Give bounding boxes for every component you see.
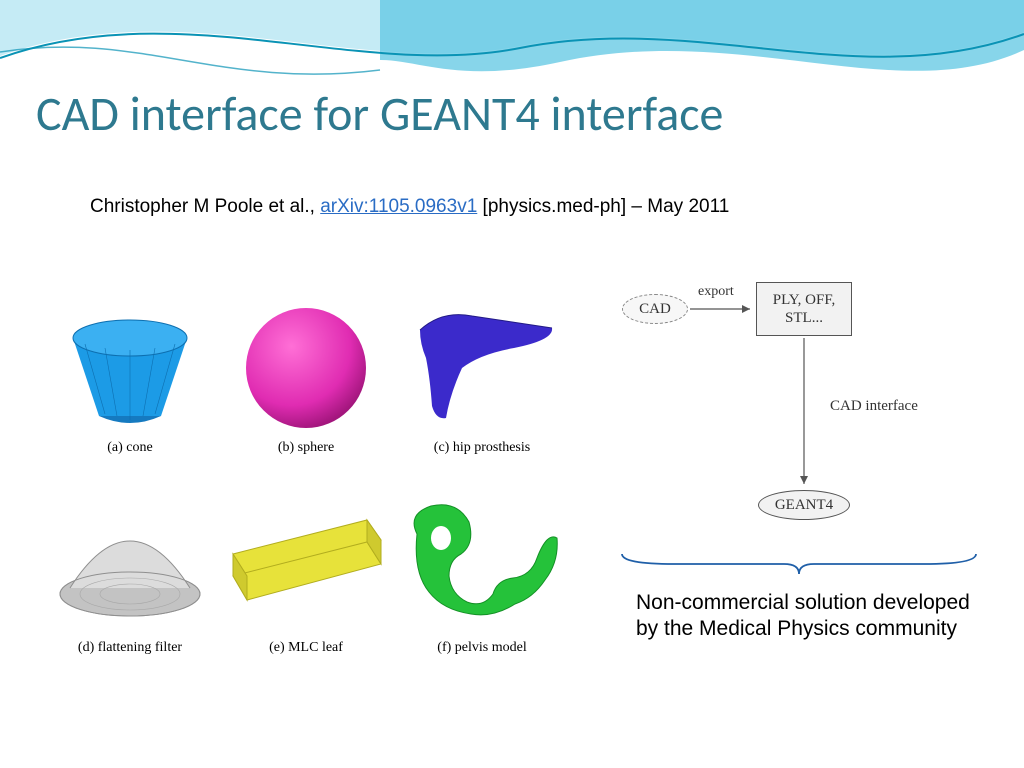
cone-shape <box>55 294 205 434</box>
gallery-caption-f: (f) pelvis model <box>437 640 526 656</box>
slide: CAD interface for GEANT4 interface Chris… <box>0 0 1024 768</box>
slide-title: CAD interface for GEANT4 interface <box>36 84 986 143</box>
curly-brace <box>614 548 984 578</box>
flatfilter-shape <box>50 484 210 634</box>
hip-shape <box>402 294 562 434</box>
gallery-cell-b: (b) sphere <box>218 266 394 456</box>
citation-link[interactable]: arXiv:1105.0963v1 <box>320 196 477 217</box>
flow-diagram: CAD export PLY, OFF, STL... CAD interfac… <box>618 268 978 548</box>
gallery-caption-b: (b) sphere <box>278 440 334 456</box>
note-text: Non-commercial solution developed by the… <box>636 590 976 643</box>
citation-prefix: Christopher M Poole et al., <box>90 196 320 217</box>
mlc-shape <box>221 484 391 634</box>
sphere-shape <box>231 294 381 434</box>
flow-arrows <box>618 268 978 548</box>
gallery-cell-d: (d) flattening filter <box>42 456 218 656</box>
gallery-caption-c: (c) hip prosthesis <box>434 440 530 456</box>
gallery-cell-a: (a) cone <box>42 266 218 456</box>
gallery-caption-e: (e) MLC leaf <box>269 640 343 656</box>
gallery-caption-a: (a) cone <box>107 440 152 456</box>
gallery-cell-c: (c) hip prosthesis <box>394 266 570 456</box>
citation: Christopher M Poole et al., arXiv:1105.0… <box>90 196 729 218</box>
gallery-cell-e: (e) MLC leaf <box>218 456 394 656</box>
shape-gallery: (a) cone (b <box>42 266 572 666</box>
pelvis-shape <box>397 484 567 634</box>
gallery-cell-f: (f) pelvis model <box>394 456 570 656</box>
gallery-caption-d: (d) flattening filter <box>78 640 182 656</box>
citation-suffix: [physics.med-ph] – May 2011 <box>477 196 729 217</box>
